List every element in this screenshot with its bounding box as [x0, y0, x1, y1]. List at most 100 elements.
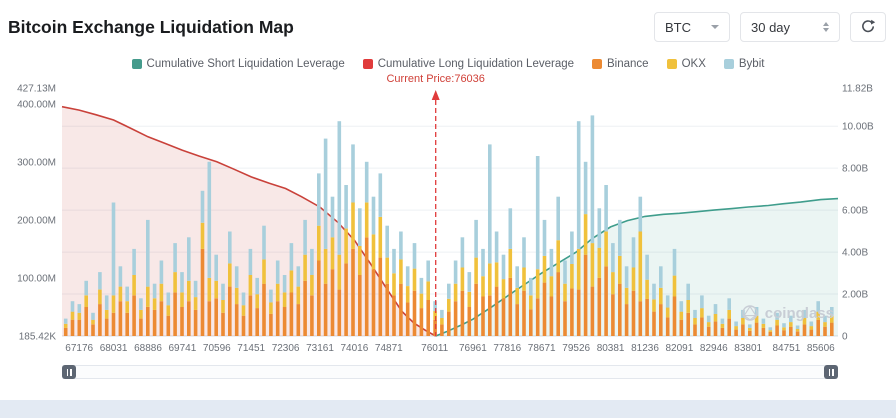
bar-segment — [139, 318, 143, 336]
bar-segment — [488, 295, 492, 336]
bar-segment — [419, 293, 424, 309]
bar-segment — [330, 269, 335, 336]
bar-segment — [583, 254, 588, 336]
bar-segment — [802, 324, 807, 336]
bar-segment — [638, 196, 643, 232]
bar-segment — [433, 301, 437, 312]
bar-segment — [173, 292, 177, 336]
bar-segment — [556, 240, 560, 273]
y-axis-label-right: 10.00B — [842, 122, 874, 133]
bar-segment — [310, 295, 314, 336]
bar-segment — [385, 283, 389, 336]
bar-segment — [631, 237, 636, 268]
bar-segment — [358, 275, 362, 336]
bar-segment — [802, 318, 807, 325]
bar-segment — [166, 292, 171, 306]
legend-swatch-icon — [723, 59, 734, 69]
bar-segment — [508, 277, 513, 336]
bar-segment — [494, 286, 499, 336]
bar-segment — [782, 330, 786, 336]
bar-segment — [447, 283, 451, 299]
bar-segment — [159, 301, 164, 336]
bar-segment — [371, 234, 376, 270]
bar-segment — [754, 322, 759, 336]
y-axis-label-right: 8.00B — [842, 164, 868, 175]
bar-segment — [597, 247, 602, 278]
x-tick-label: 83801 — [734, 343, 762, 354]
zoom-handle-left[interactable] — [62, 365, 76, 379]
bar-segment — [378, 217, 383, 258]
bar-segment — [214, 298, 218, 336]
period-stepper[interactable] — [823, 22, 829, 32]
bar-segment — [207, 301, 212, 336]
bar-segment — [529, 295, 533, 310]
liquidation-map-card: Cumulative Short Liquidation Leverage Cum… — [0, 56, 896, 380]
bar-segment — [310, 275, 314, 296]
bar-segment — [830, 322, 834, 336]
bar-segment — [611, 272, 615, 295]
bar-segment — [77, 319, 82, 336]
x-tick-label: 67176 — [65, 343, 93, 354]
bar-segment — [659, 266, 663, 288]
bar-segment — [84, 280, 88, 296]
zoom-track[interactable] — [62, 365, 838, 379]
bar-segment — [679, 319, 684, 336]
bar-segment — [795, 325, 800, 329]
bar-segment — [501, 279, 506, 299]
bar-segment — [645, 298, 649, 336]
legend-item[interactable]: Binance — [592, 58, 649, 70]
bar-segment — [180, 307, 184, 336]
bar-segment — [234, 287, 239, 305]
bar-segment — [187, 301, 191, 336]
bar-segment — [529, 309, 533, 336]
bar-segment — [604, 185, 608, 232]
bar-segment — [693, 318, 697, 325]
bar-segment — [549, 276, 554, 297]
bar-segment — [91, 319, 95, 325]
x-tick-label: 76961 — [459, 343, 487, 354]
bar-segment — [98, 272, 102, 290]
data-zoom-slider[interactable] — [62, 364, 838, 380]
liquidation-chart-canvas[interactable]: Current Price:76036 427.13M 400.00M 300.00M… — [0, 72, 896, 358]
y-axis-label-left: 200.00M — [17, 215, 56, 226]
bar-segment — [713, 313, 718, 322]
x-tick-label: 71451 — [237, 343, 265, 354]
legend-label: Bybit — [738, 58, 765, 70]
bar-segment — [118, 266, 123, 287]
legend-item[interactable]: Bybit — [723, 58, 765, 70]
bar-segment — [481, 248, 485, 277]
bar-segment — [344, 185, 348, 229]
legend-item[interactable]: Cumulative Short Liquidation Leverage — [131, 58, 345, 70]
bar-segment — [146, 307, 150, 336]
bar-segment — [618, 255, 622, 284]
bar-segment — [775, 319, 779, 326]
current-price-label: Current Price:76036 — [386, 73, 484, 85]
period-select[interactable]: 30 day — [740, 12, 840, 42]
coinglass-logo-icon — [742, 305, 758, 321]
bar-segment — [440, 324, 444, 336]
bar-segment — [132, 248, 136, 275]
bar-segment — [734, 329, 738, 336]
bar-segment — [159, 283, 164, 302]
bar-segment — [303, 254, 307, 281]
bar-segment — [255, 294, 259, 309]
bar-segment — [809, 326, 814, 330]
bar-segment — [207, 161, 212, 278]
bar-segment — [371, 196, 376, 235]
bar-segment — [364, 237, 369, 336]
legend-item[interactable]: OKX — [666, 58, 706, 70]
bar-segment — [453, 260, 458, 284]
cumulative-line — [61, 105, 437, 337]
refresh-button[interactable] — [850, 12, 886, 42]
bar-segment — [364, 202, 369, 238]
bar-segment — [111, 202, 116, 296]
bar-segment — [645, 254, 649, 280]
x-tick-label: 79526 — [562, 343, 590, 354]
bar-segment — [638, 231, 643, 302]
symbol-select[interactable]: BTC — [654, 12, 730, 42]
bar-segment — [481, 296, 485, 336]
zoom-handle-right[interactable] — [824, 365, 838, 379]
legend-item[interactable]: Cumulative Long Liquidation Leverage — [362, 58, 574, 70]
bar-segment — [467, 291, 472, 307]
bar-segment — [378, 257, 383, 336]
